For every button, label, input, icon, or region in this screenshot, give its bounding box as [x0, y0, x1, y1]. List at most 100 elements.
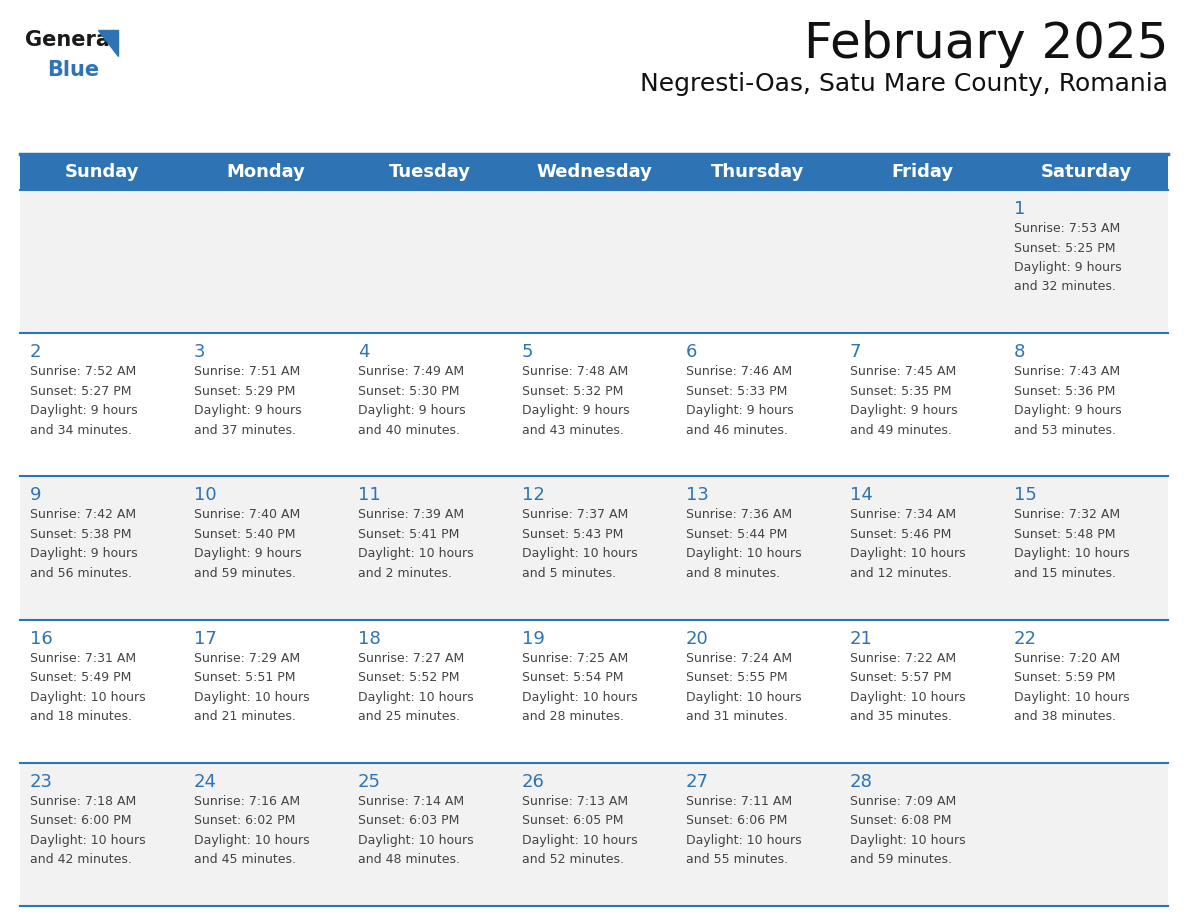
Text: Negresti-Oas, Satu Mare County, Romania: Negresti-Oas, Satu Mare County, Romania — [640, 72, 1168, 96]
Text: Daylight: 9 hours: Daylight: 9 hours — [1015, 261, 1121, 274]
Text: 12: 12 — [522, 487, 545, 504]
Text: Sunrise: 7:46 AM: Sunrise: 7:46 AM — [685, 365, 792, 378]
Text: Daylight: 9 hours: Daylight: 9 hours — [522, 404, 630, 417]
Text: Sunrise: 7:45 AM: Sunrise: 7:45 AM — [849, 365, 956, 378]
Text: Sunset: 5:32 PM: Sunset: 5:32 PM — [522, 385, 624, 397]
Text: and 31 minutes.: and 31 minutes. — [685, 711, 788, 723]
Text: Sunset: 6:08 PM: Sunset: 6:08 PM — [849, 814, 952, 827]
Text: Sunrise: 7:49 AM: Sunrise: 7:49 AM — [358, 365, 465, 378]
Text: Sunrise: 7:51 AM: Sunrise: 7:51 AM — [194, 365, 301, 378]
Text: Sunrise: 7:31 AM: Sunrise: 7:31 AM — [30, 652, 137, 665]
Text: Thursday: Thursday — [712, 163, 804, 181]
Text: Sunset: 5:51 PM: Sunset: 5:51 PM — [194, 671, 296, 684]
Text: Sunrise: 7:25 AM: Sunrise: 7:25 AM — [522, 652, 628, 665]
Text: Sunset: 5:52 PM: Sunset: 5:52 PM — [358, 671, 460, 684]
Text: Sunset: 5:25 PM: Sunset: 5:25 PM — [1015, 241, 1116, 254]
Bar — [20, 190, 1168, 333]
Text: Sunrise: 7:29 AM: Sunrise: 7:29 AM — [194, 652, 301, 665]
Text: Sunrise: 7:20 AM: Sunrise: 7:20 AM — [1015, 652, 1120, 665]
Text: Sunrise: 7:53 AM: Sunrise: 7:53 AM — [1015, 222, 1120, 235]
Text: Daylight: 9 hours: Daylight: 9 hours — [30, 404, 138, 417]
Text: 18: 18 — [358, 630, 380, 647]
Text: 4: 4 — [358, 343, 369, 361]
Bar — [20, 154, 1168, 190]
Text: and 45 minutes.: and 45 minutes. — [194, 854, 296, 867]
Text: 20: 20 — [685, 630, 709, 647]
Text: Tuesday: Tuesday — [388, 163, 470, 181]
Text: and 37 minutes.: and 37 minutes. — [194, 424, 296, 437]
Text: Sunset: 6:03 PM: Sunset: 6:03 PM — [358, 814, 460, 827]
Text: and 55 minutes.: and 55 minutes. — [685, 854, 788, 867]
Text: Sunrise: 7:13 AM: Sunrise: 7:13 AM — [522, 795, 628, 808]
Text: and 53 minutes.: and 53 minutes. — [1015, 424, 1116, 437]
Bar — [20, 476, 1168, 620]
Text: Sunrise: 7:09 AM: Sunrise: 7:09 AM — [849, 795, 956, 808]
Text: Sunset: 6:05 PM: Sunset: 6:05 PM — [522, 814, 624, 827]
Text: Daylight: 10 hours: Daylight: 10 hours — [194, 690, 310, 703]
Text: and 18 minutes.: and 18 minutes. — [30, 711, 132, 723]
Text: and 59 minutes.: and 59 minutes. — [194, 567, 296, 580]
Text: and 12 minutes.: and 12 minutes. — [849, 567, 952, 580]
Text: 14: 14 — [849, 487, 873, 504]
Text: 16: 16 — [30, 630, 52, 647]
Text: and 28 minutes.: and 28 minutes. — [522, 711, 624, 723]
Text: Sunrise: 7:48 AM: Sunrise: 7:48 AM — [522, 365, 628, 378]
Text: Wednesday: Wednesday — [536, 163, 652, 181]
Text: Daylight: 10 hours: Daylight: 10 hours — [30, 834, 146, 846]
Text: Friday: Friday — [891, 163, 953, 181]
Text: 27: 27 — [685, 773, 709, 790]
Text: Monday: Monday — [227, 163, 305, 181]
Text: Daylight: 10 hours: Daylight: 10 hours — [358, 547, 474, 560]
Text: Sunday: Sunday — [65, 163, 139, 181]
Text: 13: 13 — [685, 487, 709, 504]
Text: 15: 15 — [1015, 487, 1037, 504]
Text: Daylight: 9 hours: Daylight: 9 hours — [358, 404, 466, 417]
Polygon shape — [99, 30, 119, 56]
Text: Daylight: 10 hours: Daylight: 10 hours — [358, 834, 474, 846]
Text: Sunrise: 7:22 AM: Sunrise: 7:22 AM — [849, 652, 956, 665]
Text: and 15 minutes.: and 15 minutes. — [1015, 567, 1116, 580]
Text: 2: 2 — [30, 343, 42, 361]
Text: Sunrise: 7:27 AM: Sunrise: 7:27 AM — [358, 652, 465, 665]
Text: Sunrise: 7:37 AM: Sunrise: 7:37 AM — [522, 509, 628, 521]
Text: 23: 23 — [30, 773, 53, 790]
Text: and 2 minutes.: and 2 minutes. — [358, 567, 451, 580]
Text: 24: 24 — [194, 773, 217, 790]
Text: Sunrise: 7:16 AM: Sunrise: 7:16 AM — [194, 795, 301, 808]
Text: Daylight: 9 hours: Daylight: 9 hours — [1015, 404, 1121, 417]
Text: Sunrise: 7:52 AM: Sunrise: 7:52 AM — [30, 365, 137, 378]
Text: Sunrise: 7:32 AM: Sunrise: 7:32 AM — [1015, 509, 1120, 521]
Text: Daylight: 10 hours: Daylight: 10 hours — [358, 690, 474, 703]
Text: 10: 10 — [194, 487, 216, 504]
Text: Sunrise: 7:18 AM: Sunrise: 7:18 AM — [30, 795, 137, 808]
Text: Daylight: 9 hours: Daylight: 9 hours — [194, 547, 302, 560]
Text: Sunset: 5:36 PM: Sunset: 5:36 PM — [1015, 385, 1116, 397]
Text: Sunset: 5:30 PM: Sunset: 5:30 PM — [358, 385, 460, 397]
Text: Daylight: 10 hours: Daylight: 10 hours — [522, 834, 638, 846]
Text: Sunset: 5:41 PM: Sunset: 5:41 PM — [358, 528, 460, 541]
Text: Daylight: 10 hours: Daylight: 10 hours — [194, 834, 310, 846]
Text: 28: 28 — [849, 773, 873, 790]
Text: 6: 6 — [685, 343, 697, 361]
Text: Sunset: 5:46 PM: Sunset: 5:46 PM — [849, 528, 952, 541]
Text: Sunset: 5:44 PM: Sunset: 5:44 PM — [685, 528, 788, 541]
Text: Daylight: 10 hours: Daylight: 10 hours — [30, 690, 146, 703]
Text: 8: 8 — [1015, 343, 1025, 361]
Text: and 49 minutes.: and 49 minutes. — [849, 424, 952, 437]
Text: Sunset: 5:40 PM: Sunset: 5:40 PM — [194, 528, 296, 541]
Text: Sunrise: 7:43 AM: Sunrise: 7:43 AM — [1015, 365, 1120, 378]
Text: Saturday: Saturday — [1041, 163, 1132, 181]
Bar — [20, 763, 1168, 906]
Text: General: General — [25, 30, 116, 50]
Text: and 21 minutes.: and 21 minutes. — [194, 711, 296, 723]
Text: Sunset: 5:48 PM: Sunset: 5:48 PM — [1015, 528, 1116, 541]
Text: Sunset: 5:29 PM: Sunset: 5:29 PM — [194, 385, 296, 397]
Text: Sunrise: 7:11 AM: Sunrise: 7:11 AM — [685, 795, 792, 808]
Text: Sunset: 5:55 PM: Sunset: 5:55 PM — [685, 671, 788, 684]
Text: Sunset: 6:02 PM: Sunset: 6:02 PM — [194, 814, 296, 827]
Text: Daylight: 10 hours: Daylight: 10 hours — [522, 547, 638, 560]
Text: 21: 21 — [849, 630, 873, 647]
Text: and 40 minutes.: and 40 minutes. — [358, 424, 460, 437]
Text: February 2025: February 2025 — [803, 20, 1168, 68]
Text: 26: 26 — [522, 773, 545, 790]
